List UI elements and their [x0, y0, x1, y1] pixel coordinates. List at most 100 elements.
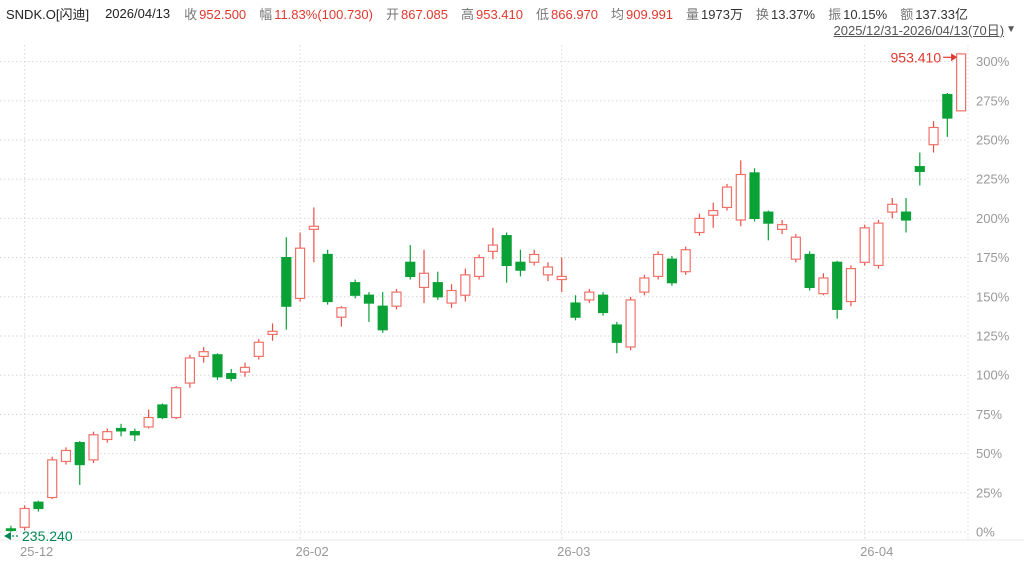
- candle-body: [102, 431, 113, 441]
- candle-body: [157, 404, 168, 419]
- candle-body: [625, 299, 636, 348]
- candle-body: [460, 274, 471, 296]
- candle-body: [887, 203, 898, 213]
- y-axis-tick-label: 225%: [976, 172, 1010, 187]
- candle-body: [859, 227, 870, 263]
- candle-body: [542, 266, 554, 276]
- candle-body: [708, 209, 719, 216]
- y-axis-tick-label: 300%: [976, 54, 1010, 69]
- y-axis-tick-label: 275%: [976, 93, 1010, 108]
- quote-item-amplitude: 振 10.15%: [828, 6, 888, 22]
- candle-body: [322, 253, 333, 303]
- candle-body: [832, 261, 843, 310]
- candle-body: [501, 235, 512, 267]
- candle-body: [776, 224, 788, 230]
- y-axis-tick-label: 250%: [976, 133, 1010, 148]
- candle-body: [721, 186, 733, 209]
- candle-body: [294, 247, 306, 299]
- y-axis-tick-label: 125%: [976, 329, 1010, 344]
- candle-body: [432, 282, 443, 298]
- y-axis-tick-label: 0%: [976, 525, 995, 540]
- candle-body: [143, 416, 154, 428]
- candle-body: [928, 126, 939, 146]
- candle-body: [350, 282, 361, 296]
- candle-body: [308, 225, 319, 230]
- candle-body: [694, 217, 705, 234]
- candle-body: [253, 341, 264, 357]
- candle-body: [474, 257, 485, 278]
- candle-body: [818, 277, 829, 295]
- chevron-down-icon[interactable]: ▼: [1006, 24, 1016, 35]
- candle-body: [198, 351, 209, 357]
- candle-body: [281, 257, 292, 307]
- candle-body: [115, 427, 127, 432]
- quote-header: SNDK.O[闪迪] 2026/04/13 收 952.500 幅 11.83%(1…: [0, 0, 1022, 23]
- candle-body: [735, 173, 746, 221]
- candle-body: [212, 354, 223, 378]
- candle-body: [529, 253, 540, 263]
- candle-body: [611, 324, 622, 343]
- candle-body: [597, 294, 609, 314]
- candle-body: [226, 373, 237, 379]
- y-axis-tick-label: 100%: [976, 368, 1010, 383]
- high-annotation-arrowhead: [951, 53, 958, 62]
- candle-body: [19, 507, 30, 528]
- x-axis-tick-label: 26-03: [557, 544, 590, 559]
- candle-body: [666, 258, 678, 284]
- candle-body: [584, 291, 595, 301]
- candle-body: [680, 249, 691, 273]
- candle-body: [363, 294, 375, 304]
- candle-body: [184, 357, 196, 384]
- date-range-bar: 2025/12/31-2026/04/13(70日) ▼: [834, 21, 1016, 38]
- quote-item-low: 低 866.970: [536, 6, 599, 22]
- candle-body: [60, 449, 72, 463]
- candle-body: [515, 261, 526, 271]
- quote-item-high: 高 953.410: [460, 6, 523, 22]
- candle-body: [129, 431, 140, 436]
- y-axis-tick-label: 150%: [976, 289, 1010, 304]
- low-annotation-arrowhead: [4, 532, 11, 540]
- candle-body: [804, 253, 815, 288]
- quote-item-turnover: 换 13.37%: [755, 6, 816, 22]
- candle-body: [267, 330, 278, 336]
- candle-body: [653, 253, 664, 278]
- candle-body: [914, 166, 925, 172]
- x-axis-tick-label: 26-02: [295, 544, 328, 559]
- candle-body: [956, 53, 967, 112]
- candle-body: [5, 528, 16, 532]
- y-axis-tick-label: 75%: [976, 407, 1002, 422]
- candle-body: [446, 289, 457, 304]
- candle-body: [749, 172, 760, 219]
- quote-date: 2026/04/13: [105, 5, 171, 21]
- candle-body: [487, 244, 498, 252]
- y-axis-tick-label: 175%: [976, 250, 1010, 265]
- low-price-annotation: 235.240: [22, 528, 73, 544]
- y-axis-tick-label: 50%: [976, 446, 1002, 461]
- candle-body: [639, 277, 650, 293]
- quote-item-amount: 额 137.33亿: [900, 6, 968, 22]
- candle-body: [33, 501, 44, 510]
- y-axis-tick-label: 25%: [976, 485, 1002, 500]
- candle-body: [171, 387, 182, 419]
- quote-item-open: 开 867.085: [385, 6, 448, 22]
- candle-body: [405, 261, 416, 278]
- quote-item-change: 幅 11.83%(100.730): [259, 6, 373, 22]
- candle-body: [88, 434, 99, 461]
- x-axis-tick-label: 26-04: [860, 544, 893, 559]
- symbol-name: SNDK.O[闪迪]: [6, 6, 90, 22]
- candle-body: [763, 211, 774, 224]
- candle-body: [942, 93, 953, 119]
- candle-body: [873, 222, 884, 267]
- candle-body: [47, 459, 58, 499]
- candle-body: [391, 291, 402, 307]
- candle-body: [556, 275, 567, 281]
- candle-body: [74, 442, 85, 466]
- candle-body: [845, 267, 857, 303]
- candle-body: [790, 236, 801, 260]
- quote-item-average: 均 909.991: [611, 6, 674, 22]
- date-range-selector[interactable]: 2025/12/31-2026/04/13(70日): [833, 23, 1005, 38]
- high-price-annotation: 953.410: [891, 49, 942, 65]
- quote-item-close: 收 952.500: [184, 6, 247, 22]
